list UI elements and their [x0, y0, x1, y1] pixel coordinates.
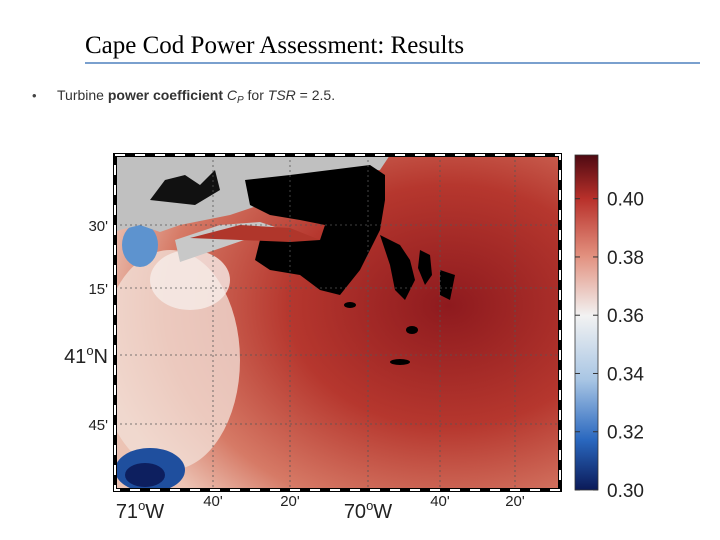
label-part: 41	[64, 346, 86, 368]
text-run: TSR	[268, 87, 296, 103]
text-run: Turbine	[57, 87, 108, 103]
colorbar-tick-label: 0.40	[607, 190, 644, 211]
text-run: P	[237, 95, 244, 106]
bullet-marker: •	[32, 88, 37, 103]
label-part: 70	[344, 501, 366, 523]
land-dark	[150, 170, 220, 205]
text-run: = 2.5.	[296, 87, 335, 103]
label-part: o	[86, 343, 93, 358]
map-grid	[115, 155, 560, 490]
low-region	[150, 250, 230, 310]
label-part: N	[94, 346, 108, 368]
island	[418, 250, 432, 285]
colorbar-tick-label: 0.38	[607, 248, 644, 269]
coord-label: 20'	[505, 493, 525, 510]
label-part: 40'	[203, 493, 223, 510]
coord-label: 71oW	[116, 498, 164, 523]
map-frame-dash	[114, 154, 561, 491]
colorbar-tick-label: 0.30	[607, 481, 644, 502]
slide-title: Cape Cod Power Assessment: Results	[85, 32, 464, 59]
coord-label: 40'	[203, 493, 223, 510]
label-part: o	[138, 498, 145, 513]
island	[440, 270, 455, 300]
label-part: W	[145, 501, 164, 523]
text-run: C	[223, 87, 238, 103]
coord-label: 15'	[88, 281, 108, 298]
land-dark	[245, 165, 385, 295]
island	[380, 235, 415, 300]
colorbar-tick-label: 0.34	[607, 364, 644, 385]
label-part: W	[373, 501, 392, 523]
text-run: for	[244, 87, 268, 103]
map-field	[115, 155, 560, 490]
low-region	[125, 463, 165, 487]
text-run: power coefficient	[108, 87, 223, 103]
coord-label: 41oN	[64, 343, 108, 368]
label-part: 40'	[430, 493, 450, 510]
island	[344, 302, 356, 308]
colorbar	[574, 154, 599, 491]
label-part: 15'	[88, 281, 108, 298]
channel	[190, 225, 320, 242]
island	[390, 359, 410, 365]
low-region	[122, 223, 158, 267]
label-part: 20'	[505, 493, 525, 510]
label-part: 71	[116, 501, 138, 523]
label-part: 30'	[88, 218, 108, 235]
colorbar-tick-label: 0.32	[607, 423, 644, 444]
coord-label: 30'	[88, 218, 108, 235]
coord-label: 20'	[280, 493, 300, 510]
coord-label: 40'	[430, 493, 450, 510]
label-part: 20'	[280, 493, 300, 510]
bullet-text: Turbine power coefficient CP for TSR = 2…	[57, 87, 335, 106]
coord-label: 45'	[88, 417, 108, 434]
island	[406, 326, 418, 334]
label-part: o	[366, 498, 373, 513]
coord-label: 70oW	[344, 498, 392, 523]
colorbar-tick-label: 0.36	[607, 306, 644, 327]
label-part: 45'	[88, 417, 108, 434]
